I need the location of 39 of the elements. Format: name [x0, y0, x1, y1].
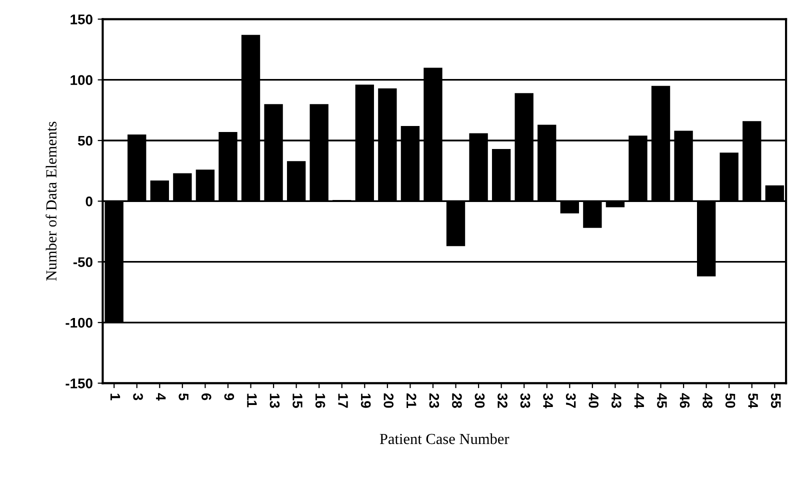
- x-tick-label: 5: [178, 393, 188, 400]
- y-tick-label: -150: [66, 378, 92, 388]
- x-tick-label: 1: [110, 394, 120, 400]
- x-tick-label: 55: [770, 393, 781, 408]
- x-tick-label: 20: [384, 393, 394, 408]
- y-axis-title: Number of Data Elements: [46, 122, 57, 281]
- x-tick-label: 17: [338, 394, 348, 408]
- x-tick-label: 46: [680, 393, 690, 408]
- x-tick-label: 30: [474, 393, 485, 408]
- x-tick-label: 15: [292, 394, 302, 408]
- x-tick-label: 43: [611, 393, 622, 408]
- x-tick-label: 3: [133, 393, 143, 400]
- x-tick-label: 28: [452, 393, 462, 408]
- x-tick-label: 45: [657, 393, 667, 408]
- x-tick-label: 40: [588, 393, 599, 408]
- y-tick-label: 0: [86, 196, 92, 206]
- x-tick-label: 50: [725, 393, 736, 408]
- x-tick-label: 21: [406, 393, 416, 408]
- y-tick-label: 100: [70, 75, 92, 86]
- x-tick-label: 19: [360, 394, 371, 408]
- x-axis-title: Patient Case Number: [380, 433, 510, 444]
- x-tick-label: 4: [156, 393, 166, 401]
- y-tick-label: -50: [73, 257, 92, 268]
- x-tick-label: 23: [429, 393, 440, 408]
- y-tick-label: 50: [78, 136, 92, 146]
- x-tick-label: 6: [201, 393, 212, 400]
- x-tick-label: 44: [634, 393, 644, 408]
- y-tick-label: -100: [66, 318, 92, 328]
- x-tick-label: 34: [543, 393, 553, 408]
- x-tick-label: 32: [498, 393, 508, 408]
- x-tick-label: 37: [566, 393, 576, 408]
- y-tick-label: 150: [70, 14, 92, 24]
- x-tick-label: 9: [224, 393, 234, 400]
- x-tick-label: 54: [748, 393, 758, 408]
- x-tick-label: 11: [247, 394, 257, 408]
- x-tick-label: 33: [520, 393, 530, 408]
- x-tick-label: 13: [270, 394, 280, 408]
- x-tick-label: 48: [702, 393, 712, 408]
- x-tick-label: 16: [315, 394, 326, 408]
